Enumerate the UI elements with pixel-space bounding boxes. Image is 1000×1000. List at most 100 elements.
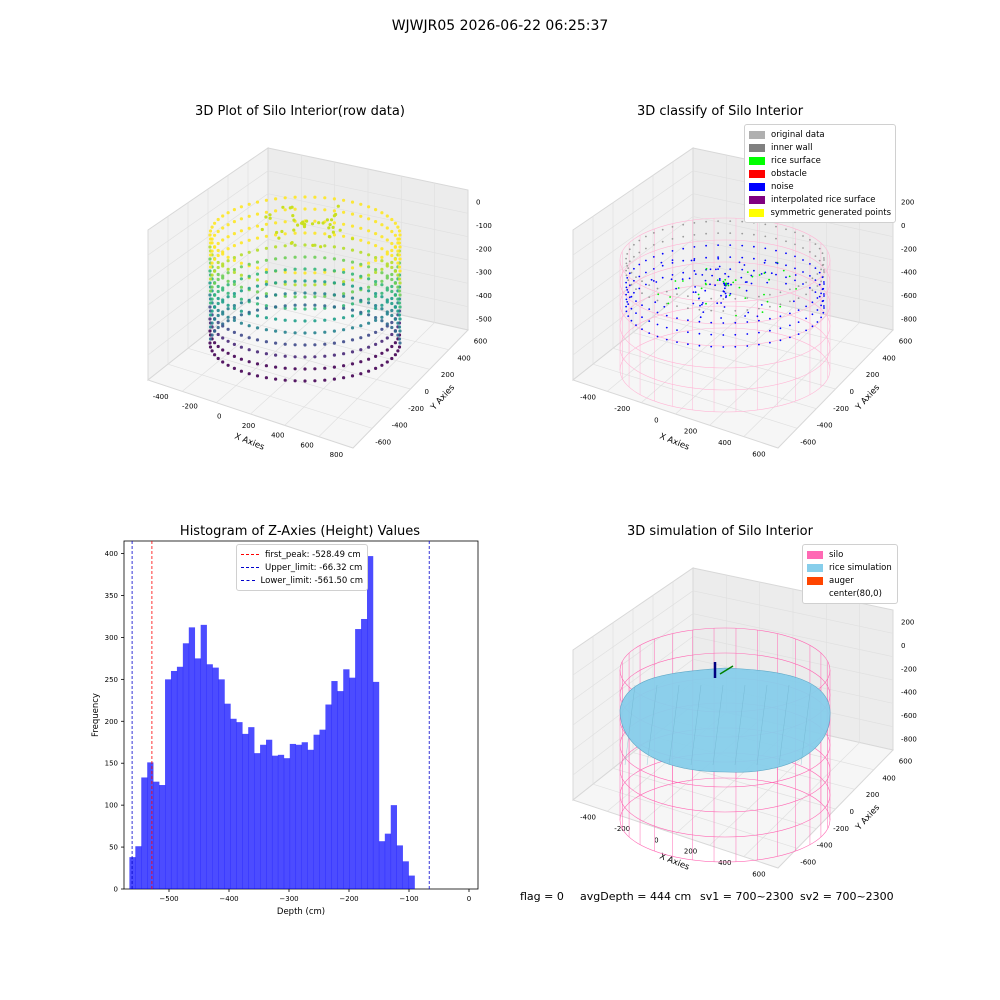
data-point	[248, 348, 251, 351]
data-point	[265, 199, 268, 202]
data-point	[662, 265, 664, 267]
data-point	[227, 247, 230, 250]
simulation-plot-title: 3D simulation of Silo Interior	[570, 524, 870, 539]
data-point	[256, 302, 259, 305]
data-point	[265, 247, 268, 250]
data-point	[367, 265, 370, 268]
legend-label: rice simulation	[829, 563, 892, 573]
data-point	[248, 311, 251, 314]
data-point	[217, 254, 220, 257]
data-point	[233, 232, 236, 235]
data-point	[333, 269, 336, 272]
data-point	[303, 271, 306, 274]
data-point	[248, 275, 251, 278]
y-tick-label: -400	[392, 422, 408, 430]
data-point	[227, 319, 230, 322]
data-point	[248, 215, 251, 218]
data-point	[398, 325, 401, 328]
data-point	[631, 296, 633, 298]
y-tick-label: 150	[105, 760, 118, 768]
data-point	[780, 327, 782, 329]
histogram-bar	[183, 643, 189, 889]
data-point	[342, 199, 345, 202]
data-point	[380, 211, 383, 214]
data-point	[629, 272, 631, 274]
data-point	[394, 341, 397, 344]
data-point	[374, 283, 377, 286]
data-point	[758, 296, 760, 298]
data-point	[359, 360, 362, 363]
data-point	[359, 203, 362, 206]
data-point	[805, 294, 807, 296]
data-point	[248, 239, 251, 242]
data-point	[398, 245, 401, 248]
data-point	[294, 355, 297, 358]
data-point	[678, 287, 680, 289]
data-point	[294, 304, 297, 307]
data-point	[386, 250, 389, 253]
legend-label: rice surface	[771, 156, 821, 166]
data-point	[227, 268, 230, 271]
z-tick-label: -400	[476, 292, 492, 300]
data-point	[631, 308, 633, 310]
x-axis-label: X Axies	[233, 432, 266, 453]
data-point	[313, 379, 316, 382]
data-point	[342, 223, 345, 226]
data-point	[303, 291, 306, 294]
data-point	[351, 302, 354, 305]
data-point	[769, 294, 771, 296]
data-point	[240, 334, 243, 337]
data-point	[699, 321, 701, 323]
y-tick-label: 0	[850, 808, 854, 816]
data-point	[789, 301, 791, 303]
data-point	[274, 378, 277, 381]
data-point	[240, 241, 243, 244]
data-point	[699, 345, 701, 347]
data-point	[631, 272, 633, 274]
data-point	[333, 366, 336, 369]
legend-item: rice simulation	[807, 561, 893, 574]
data-point	[380, 280, 383, 283]
data-point	[294, 280, 297, 283]
x-tick-label: -200	[182, 403, 198, 411]
data-point	[687, 319, 689, 321]
data-point	[208, 257, 211, 260]
data-point	[812, 313, 814, 315]
data-point	[706, 268, 708, 270]
data-point	[641, 316, 643, 318]
data-point	[256, 290, 259, 293]
data-point	[819, 248, 821, 250]
data-point	[761, 304, 763, 306]
data-point	[233, 295, 236, 298]
data-point	[367, 217, 370, 220]
histogram-bar	[409, 876, 415, 889]
data-point	[256, 201, 259, 204]
data-point	[769, 330, 771, 332]
data-point	[351, 326, 354, 329]
data-point	[311, 222, 314, 225]
histogram-bar	[284, 758, 290, 889]
data-point	[641, 328, 643, 330]
data-point	[692, 303, 694, 305]
histogram-bar	[337, 691, 343, 889]
data-point	[367, 289, 370, 292]
data-point	[240, 205, 243, 208]
legend-swatch	[749, 157, 765, 165]
data-point	[398, 293, 401, 296]
data-point	[326, 218, 329, 221]
data-point	[284, 244, 287, 247]
data-point	[802, 235, 804, 237]
data-point	[274, 305, 277, 308]
data-point	[217, 285, 220, 288]
data-point	[694, 286, 696, 288]
data-point	[809, 251, 811, 253]
data-point	[390, 345, 393, 348]
z-tick-label: -600	[901, 292, 917, 300]
data-point	[333, 209, 336, 212]
data-point	[256, 326, 259, 329]
data-point	[780, 291, 782, 293]
x-tick-label: 400	[718, 859, 731, 867]
histogram-bar	[165, 679, 171, 889]
data-point	[390, 297, 393, 300]
data-point	[313, 331, 316, 334]
